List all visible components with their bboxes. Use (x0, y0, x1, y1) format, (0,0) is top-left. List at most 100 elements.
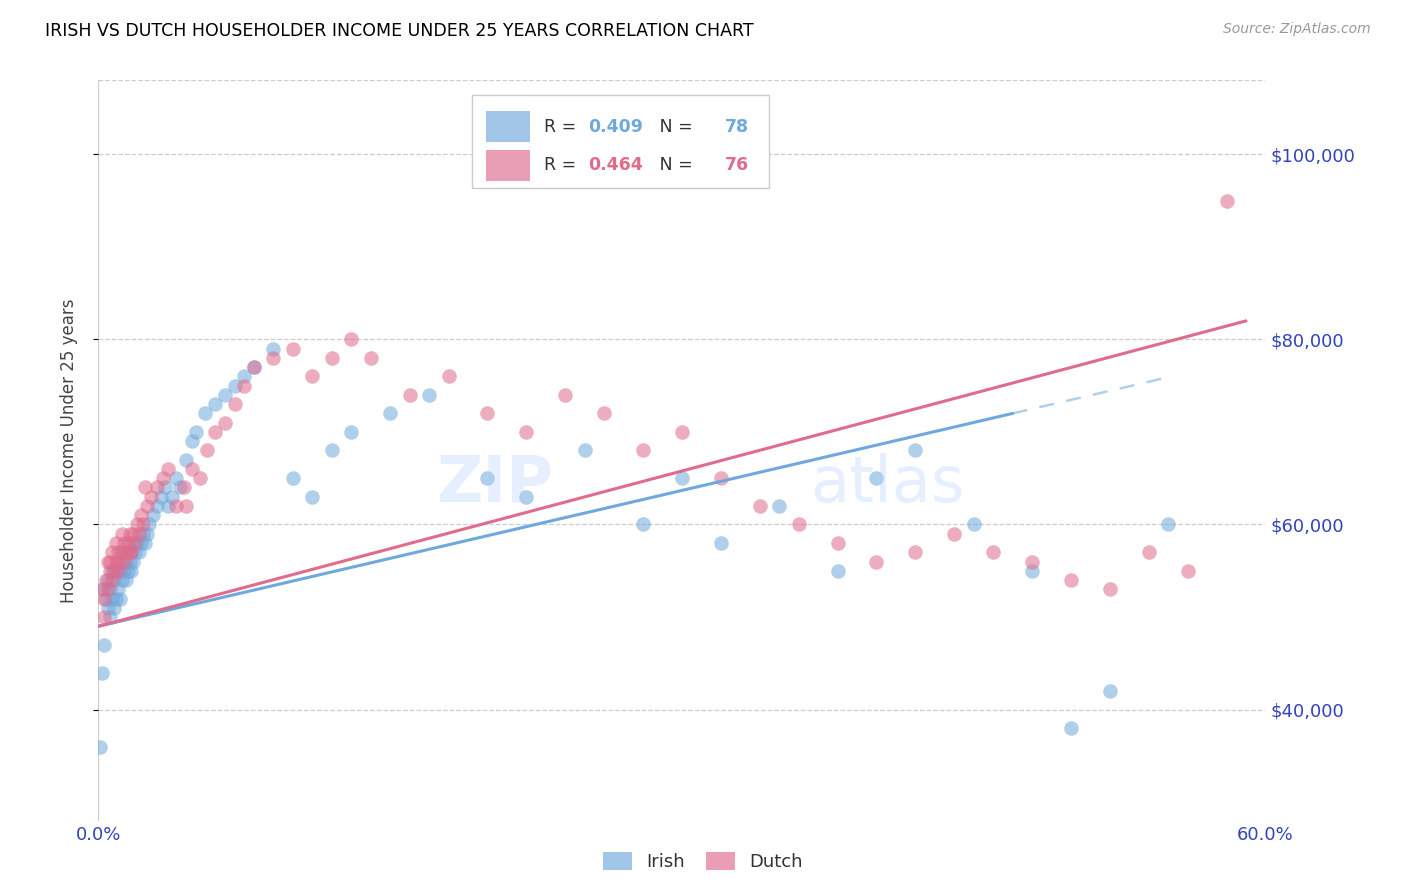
Point (101, 591, 124, 606)
Point (262, 342, 284, 356)
Point (360, 351, 382, 365)
Point (98, 554, 121, 569)
Text: N =: N = (644, 118, 699, 136)
Point (93, 591, 115, 606)
Point (112, 564, 135, 578)
Point (1021, 564, 1043, 578)
Point (943, 526, 966, 541)
Point (132, 526, 155, 541)
Point (122, 554, 145, 569)
Point (398, 388, 420, 402)
Bar (472, 95, 769, 187)
Point (865, 554, 887, 569)
Point (180, 462, 202, 476)
Point (574, 443, 596, 458)
Text: Source: ZipAtlas.com: Source: ZipAtlas.com (1223, 22, 1371, 37)
Point (1215, 194, 1237, 208)
Point (865, 471, 887, 485)
Point (111, 545, 134, 559)
Text: 0.464: 0.464 (589, 156, 644, 175)
Point (93, 638, 115, 652)
Point (593, 407, 616, 421)
Point (118, 554, 141, 569)
Point (169, 481, 191, 495)
Point (93, 610, 115, 624)
Point (262, 351, 284, 365)
Point (107, 582, 129, 597)
Text: 76: 76 (725, 156, 749, 175)
Point (134, 481, 156, 495)
Point (117, 536, 139, 550)
Point (631, 517, 654, 532)
Point (437, 369, 460, 384)
Point (129, 508, 152, 523)
Point (214, 416, 236, 430)
Point (515, 425, 537, 439)
Point (340, 425, 363, 439)
Point (281, 471, 304, 485)
Point (204, 397, 226, 411)
Point (121, 545, 143, 559)
Point (165, 499, 187, 513)
Bar (486, 112, 530, 143)
Point (748, 499, 770, 513)
Point (194, 407, 217, 421)
Point (157, 462, 180, 476)
Point (233, 378, 256, 392)
Point (1137, 545, 1160, 559)
Point (174, 499, 197, 513)
Point (91, 665, 114, 680)
Point (111, 545, 134, 559)
Point (89, 739, 111, 754)
Point (97, 600, 120, 615)
Point (98, 610, 121, 624)
Y-axis label: Householder Income Under 25 years: Householder Income Under 25 years (59, 298, 77, 603)
Bar (486, 150, 530, 181)
Point (904, 443, 927, 458)
Point (340, 333, 363, 347)
Point (1060, 721, 1083, 735)
Point (97, 554, 120, 569)
Point (981, 545, 1004, 559)
Point (1177, 564, 1199, 578)
Point (101, 545, 124, 559)
Point (134, 536, 156, 550)
Point (98, 582, 121, 597)
Point (146, 499, 169, 513)
Point (184, 425, 207, 439)
Point (224, 397, 246, 411)
Point (418, 388, 440, 402)
Point (121, 545, 143, 559)
Point (108, 591, 131, 606)
Point (128, 526, 150, 541)
Point (108, 554, 131, 569)
Point (104, 591, 127, 606)
Point (768, 499, 790, 513)
Text: ZIP: ZIP (436, 453, 554, 515)
Point (515, 490, 537, 504)
Point (93, 582, 115, 597)
Point (136, 526, 159, 541)
Point (103, 573, 125, 587)
Point (101, 564, 124, 578)
Point (149, 490, 172, 504)
Point (710, 471, 733, 485)
Text: R =: R = (544, 118, 582, 136)
Point (380, 407, 402, 421)
Point (301, 490, 323, 504)
Point (153, 481, 176, 495)
Point (103, 564, 125, 578)
Point (122, 526, 145, 541)
Point (554, 388, 576, 402)
Point (173, 481, 195, 495)
Point (165, 471, 187, 485)
Point (112, 554, 135, 569)
Point (121, 564, 143, 578)
Point (1098, 684, 1121, 698)
Point (152, 471, 174, 485)
Text: 0.409: 0.409 (589, 118, 644, 136)
Point (104, 564, 127, 578)
Point (129, 536, 152, 550)
Point (671, 425, 693, 439)
Point (787, 517, 810, 532)
